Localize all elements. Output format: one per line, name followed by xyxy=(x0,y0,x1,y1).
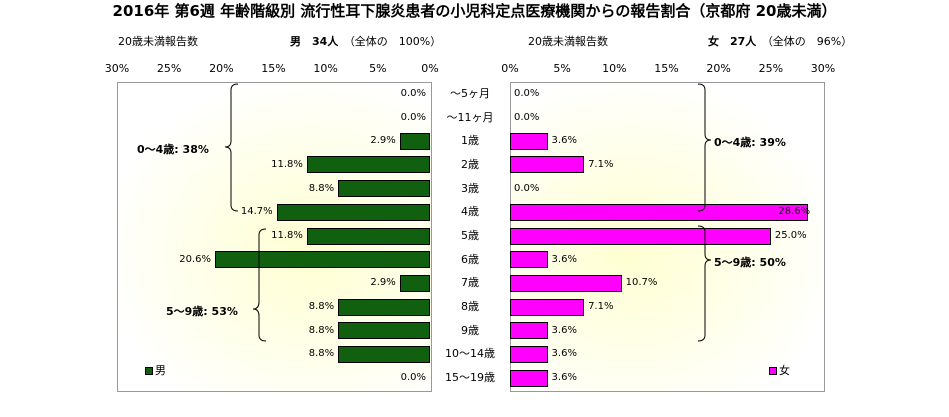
data-label-male: 0.0% xyxy=(400,87,426,99)
left-subtitle: 20歳未満報告数 xyxy=(118,35,198,48)
tick-label-left: 25% xyxy=(156,62,182,75)
data-label-male: 11.8% xyxy=(271,158,303,170)
female-summary: 女 27人 （全体の 96%） xyxy=(708,33,852,49)
bar-female xyxy=(510,322,548,340)
category-label: 10～14歳 xyxy=(445,347,495,361)
group-label-male-0-4: 0～4歳: 38% xyxy=(137,143,209,156)
data-label-female: 7.1% xyxy=(588,158,614,170)
category-label: ～11ヶ月 xyxy=(446,110,494,124)
category-label: 7歳 xyxy=(461,276,479,290)
data-label-female: 7.1% xyxy=(588,301,614,313)
legend-female-label: 女 xyxy=(779,364,790,377)
data-label-female: 3.6% xyxy=(551,372,577,384)
female-count: 女 27人 xyxy=(708,35,757,48)
chart-title: 2016年 第6週 年齢階級別 流行性耳下腺炎患者の小児科定点医療機関からの報告… xyxy=(112,2,837,20)
data-label-female: 0.0% xyxy=(514,111,540,123)
category-label: 5歳 xyxy=(461,229,479,242)
data-label-female: 0.0% xyxy=(514,87,540,99)
legend-male-label: 男 xyxy=(155,364,166,377)
data-label-female: 3.6% xyxy=(551,253,577,265)
category-label: 4歳 xyxy=(461,205,479,219)
data-label-male: 8.8% xyxy=(308,182,335,194)
bar-male xyxy=(306,227,430,245)
tick-label-left: 15% xyxy=(261,62,286,75)
group-label-female-0-4: 0～4歳: 39% xyxy=(714,136,786,149)
data-label-female: 10.7% xyxy=(625,277,658,289)
bar-male xyxy=(338,298,430,316)
tick-label-right: 0% xyxy=(501,62,519,75)
bar-male xyxy=(399,132,430,150)
legend-female-swatch xyxy=(769,367,777,375)
data-label-male: 0.0% xyxy=(400,372,426,384)
tick-label-left: 0% xyxy=(421,62,439,75)
legend-female: 女 xyxy=(769,362,790,378)
tick-label-right: 25% xyxy=(758,62,784,75)
bar-female xyxy=(510,345,548,363)
category-label: 9歳 xyxy=(461,323,479,337)
tick-label-left: 10% xyxy=(313,62,338,75)
legend-male-swatch xyxy=(145,367,153,375)
legend-male: 男 xyxy=(145,362,166,378)
bar-female xyxy=(510,369,548,387)
bar-male xyxy=(215,251,430,269)
bar-male xyxy=(338,180,430,198)
tick-label-left: 5% xyxy=(369,62,387,75)
data-label-male: 20.6% xyxy=(179,253,212,265)
tick-label-left: 20% xyxy=(209,62,234,75)
tick-label-right: 15% xyxy=(654,62,679,75)
category-label: 15～19歳 xyxy=(445,371,495,385)
male-count: 男 34人 xyxy=(290,35,339,48)
bar-female xyxy=(510,132,548,150)
data-label-female: 28.6% xyxy=(778,206,811,218)
data-label-male: 2.9% xyxy=(370,135,396,147)
category-label: 2歳 xyxy=(461,157,479,171)
category-label: 6歳 xyxy=(461,252,479,266)
bar-male xyxy=(399,274,430,292)
data-label-male: 8.8% xyxy=(308,348,335,360)
category-label: 3歳 xyxy=(461,181,479,195)
data-label-female: 0.0% xyxy=(514,182,540,194)
bar-male xyxy=(276,203,430,221)
tick-label-left: 30% xyxy=(104,62,130,75)
category-label: 1歳 xyxy=(461,134,479,148)
data-label-male: 8.8% xyxy=(308,324,335,336)
category-label: ～5ヶ月 xyxy=(450,86,490,100)
group-label-female-5-9: 5～9歳: 50% xyxy=(714,256,786,269)
bar-male xyxy=(338,322,430,340)
female-total: （全体の 96%） xyxy=(767,35,853,48)
bar-female xyxy=(510,227,771,245)
data-label-male: 0.0% xyxy=(400,111,426,123)
right-subtitle: 20歳未満報告数 xyxy=(528,35,608,48)
data-label-female: 25.0% xyxy=(774,230,807,241)
bar-male xyxy=(306,156,430,174)
bar-female xyxy=(510,251,548,269)
data-label-female: 3.6% xyxy=(551,135,577,147)
tick-label-right: 30% xyxy=(810,62,836,75)
data-label-male: 14.7% xyxy=(240,206,273,218)
data-label-male: 8.8% xyxy=(308,301,335,313)
data-label-male: 2.9% xyxy=(370,277,396,289)
bar-male xyxy=(338,345,430,363)
bar-female xyxy=(510,298,585,316)
data-label-female: 3.6% xyxy=(551,324,577,336)
tick-label-right: 10% xyxy=(602,62,627,75)
group-label-male-5-9: 5～9歳: 53% xyxy=(166,305,238,318)
data-label-male: 11.8% xyxy=(271,230,303,241)
bar-female xyxy=(510,156,585,174)
bar-female xyxy=(510,274,622,292)
category-label: 8歳 xyxy=(461,300,479,314)
male-total: （全体の 100%） xyxy=(349,35,442,48)
tick-label-right: 5% xyxy=(553,62,571,75)
tick-label-right: 20% xyxy=(706,62,731,75)
data-label-female: 3.6% xyxy=(551,348,577,360)
male-summary: 男 34人 （全体の 100%） xyxy=(290,33,441,49)
bar-female xyxy=(510,203,809,221)
